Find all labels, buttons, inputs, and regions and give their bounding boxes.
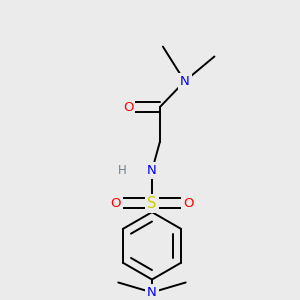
Text: N: N — [147, 286, 157, 299]
Text: N: N — [147, 164, 157, 177]
Text: O: O — [110, 197, 121, 210]
Text: N: N — [180, 75, 190, 88]
Text: S: S — [147, 196, 157, 211]
Text: O: O — [183, 197, 194, 210]
Text: H: H — [118, 164, 127, 177]
Text: O: O — [123, 100, 134, 113]
